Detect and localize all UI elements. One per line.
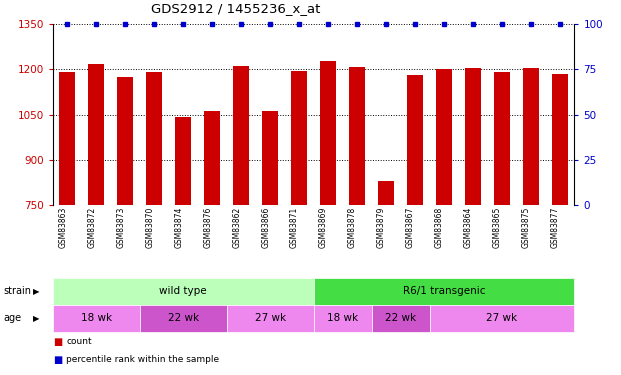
Text: 27 wk: 27 wk [486, 314, 517, 323]
Text: GSM83863: GSM83863 [58, 207, 67, 248]
Bar [523, 68, 539, 205]
Text: GSM83877: GSM83877 [551, 207, 560, 248]
Text: ■: ■ [53, 356, 62, 366]
Bar [371, 305, 430, 332]
Bar [552, 74, 568, 205]
Text: 18 wk: 18 wk [327, 314, 358, 323]
Text: GSM83868: GSM83868 [435, 207, 444, 248]
Text: ▶: ▶ [33, 287, 39, 296]
Text: GSM83866: GSM83866 [261, 207, 270, 248]
Bar [60, 72, 75, 205]
Text: 27 wk: 27 wk [255, 314, 286, 323]
Text: ■: ■ [53, 338, 62, 348]
Text: R6/1 transgenic: R6/1 transgenic [403, 286, 485, 296]
Text: age: age [3, 314, 21, 323]
Bar [147, 72, 162, 205]
Bar [140, 305, 227, 332]
Bar [291, 71, 307, 205]
Bar [430, 305, 574, 332]
Bar [117, 77, 134, 205]
Text: strain: strain [3, 286, 31, 296]
Text: GSM83878: GSM83878 [348, 207, 357, 248]
Bar [233, 66, 249, 205]
Bar [53, 278, 314, 305]
Bar [407, 75, 423, 205]
Bar [204, 111, 220, 205]
Bar [436, 69, 452, 205]
Text: percentile rank within the sample: percentile rank within the sample [66, 356, 220, 364]
Text: 22 wk: 22 wk [168, 314, 199, 323]
Bar [262, 111, 278, 205]
Text: GSM83873: GSM83873 [116, 207, 125, 248]
Bar [465, 68, 481, 205]
Text: 22 wk: 22 wk [385, 314, 416, 323]
Bar [494, 72, 510, 205]
Text: GDS2912 / 1455236_x_at: GDS2912 / 1455236_x_at [151, 2, 320, 15]
Bar [175, 117, 191, 205]
Bar [378, 181, 394, 205]
Text: 18 wk: 18 wk [81, 314, 112, 323]
Text: GSM83867: GSM83867 [406, 207, 415, 248]
Text: GSM83864: GSM83864 [464, 207, 473, 248]
Bar [314, 305, 371, 332]
Text: GSM83876: GSM83876 [203, 207, 212, 248]
Bar [320, 61, 336, 205]
Text: GSM83872: GSM83872 [88, 207, 96, 248]
Text: wild type: wild type [160, 286, 207, 296]
Bar [53, 305, 140, 332]
Bar [349, 68, 365, 205]
Text: count: count [66, 338, 92, 346]
Text: GSM83875: GSM83875 [522, 207, 531, 248]
Bar [314, 278, 574, 305]
Text: GSM83869: GSM83869 [319, 207, 328, 248]
Text: GSM83879: GSM83879 [377, 207, 386, 248]
Text: GSM83870: GSM83870 [145, 207, 154, 248]
Text: GSM83871: GSM83871 [290, 207, 299, 248]
Bar [227, 305, 314, 332]
Bar [88, 64, 104, 205]
Text: GSM83862: GSM83862 [232, 207, 241, 248]
Text: GSM83874: GSM83874 [175, 207, 183, 248]
Text: ▶: ▶ [33, 314, 39, 323]
Text: GSM83865: GSM83865 [493, 207, 502, 248]
